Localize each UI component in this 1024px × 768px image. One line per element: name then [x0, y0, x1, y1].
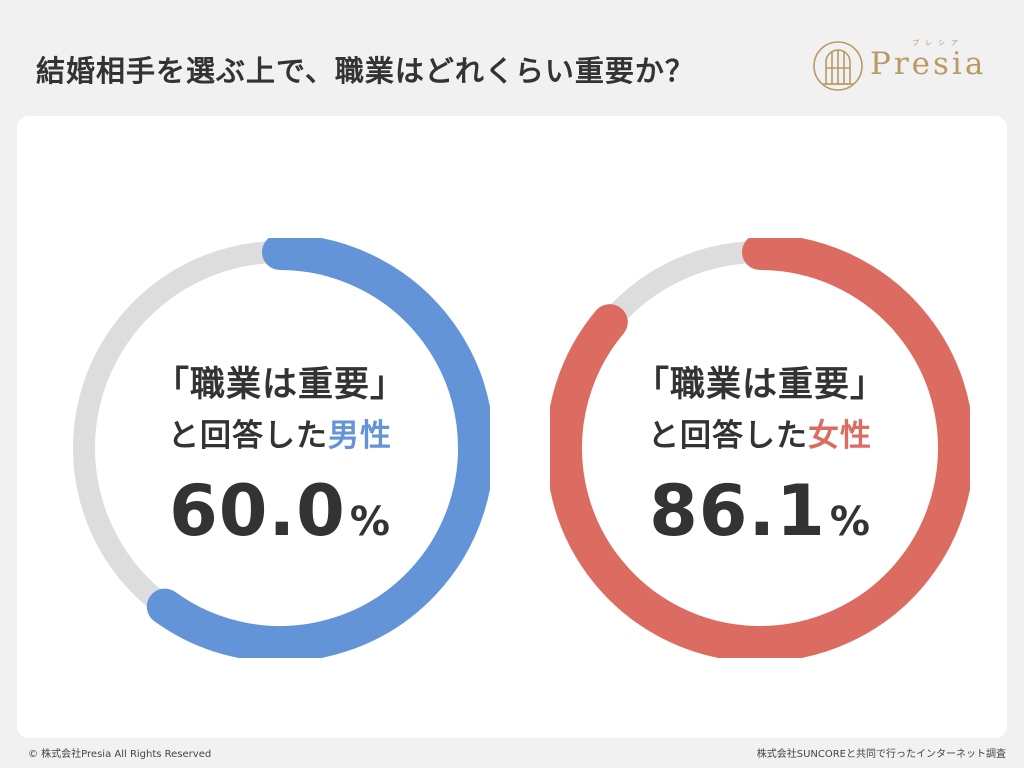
unit-female: %	[829, 499, 871, 545]
donut-chart-male: 「職業は重要」 と回答した男性 60.0%	[70, 238, 490, 658]
survey-source-text: 株式会社SUNCOREと共同で行ったインターネット調査	[756, 749, 1006, 760]
unit-male: %	[349, 499, 391, 545]
label-gender-female: 女性	[808, 418, 872, 454]
value-male: 60.0	[169, 470, 346, 552]
chart-card: 「職業は重要」 と回答した男性 60.0% 「職業は重要」 と回答した女性 86…	[17, 116, 1007, 738]
donut-chart-female: 「職業は重要」 と回答した女性 86.1%	[550, 238, 970, 658]
logo-kana: プレシア	[912, 39, 964, 47]
donut-svg-female	[550, 238, 970, 658]
label-line1-female: 「職業は重要」	[633, 365, 886, 405]
donut-arc-male	[146, 238, 490, 658]
label-gender-male: 男性	[328, 418, 392, 454]
presia-logo: プレシア Presia	[812, 38, 1012, 94]
logo-wordmark: Presia	[870, 46, 987, 82]
page-title: 結婚相手を選ぶ上で、職業はどれくらい重要か？	[36, 54, 695, 88]
label-line1-male: 「職業は重要」	[153, 365, 406, 405]
copyright-text: © 株式会社Presia All Rights Reserved	[28, 749, 212, 760]
value-female: 86.1	[649, 470, 826, 552]
label-line2-female: と回答した	[648, 418, 808, 454]
label-line2-male: と回答した	[168, 418, 328, 454]
donut-svg-male	[73, 238, 490, 658]
arch-window-icon	[813, 41, 863, 91]
donut-arc-female	[550, 238, 970, 658]
